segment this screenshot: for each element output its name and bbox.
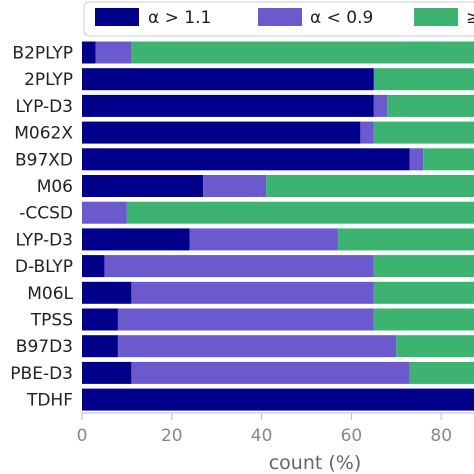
y-tick-label: M06L <box>27 284 73 304</box>
bar-segment-1-13 <box>82 361 132 384</box>
bar-segment-2-8 <box>189 228 338 251</box>
bar-segment-2-13 <box>131 361 410 384</box>
bar-segment-3-8 <box>337 228 474 251</box>
bar-segment-3-1 <box>131 41 474 64</box>
bar-segment-3-11 <box>373 308 474 331</box>
y-tick-label: TPSS <box>30 311 73 331</box>
y-tick-label: B97XD <box>15 150 73 170</box>
bar-segment-1-1 <box>82 41 96 64</box>
bar-segment-1-4 <box>82 121 361 144</box>
bar-segment-1-2 <box>82 68 374 91</box>
legend-swatch-1 <box>95 8 139 26</box>
y-tick-label: D-BLYP <box>15 257 73 277</box>
bar-segment-1-5 <box>82 148 410 171</box>
legend: α > 1.1 α < 0.9 ≥ <box>83 1 474 37</box>
x-tick-label: 40 <box>251 426 273 446</box>
y-tick-label: LYP-D3 <box>15 230 73 250</box>
x-axis: 0 20 40 60 80 <box>77 412 474 446</box>
bar-segment-1-3 <box>82 94 374 117</box>
bar-segment-1-10 <box>82 281 132 304</box>
bar-segment-1-6 <box>82 175 204 197</box>
bar-segment-1-11 <box>82 308 118 331</box>
x-axis-title: count (%) <box>269 452 362 474</box>
legend-swatch-2 <box>258 8 302 26</box>
bar-segment-3-7 <box>126 201 474 224</box>
bar-segment-2-10 <box>131 281 374 304</box>
bar-segment-3-10 <box>373 281 474 304</box>
bar-segment-2-4 <box>360 121 374 144</box>
bar-segment-3-13 <box>409 361 474 384</box>
bars-layer <box>82 41 474 411</box>
y-tick-label: PBE-D3 <box>10 364 73 384</box>
bar-segment-2-5 <box>409 148 424 171</box>
bar-segment-3-9 <box>373 255 474 278</box>
bar-segment-3-2 <box>373 68 474 91</box>
bar-segment-3-4 <box>373 121 474 144</box>
bar-segment-2-3 <box>373 94 388 117</box>
legend-label-2: α < 0.9 <box>310 8 373 28</box>
bar-segment-3-12 <box>396 335 474 358</box>
x-tick-label: 0 <box>77 426 88 446</box>
x-tick-label: 80 <box>430 426 452 446</box>
y-tick-label: B2PLYP <box>12 44 73 64</box>
bar-segment-1-8 <box>82 228 190 251</box>
bar-segment-1-12 <box>82 335 118 358</box>
x-tick-label: 20 <box>161 426 183 446</box>
legend-swatch-3 <box>414 8 458 26</box>
y-tick-label: M062X <box>14 124 73 144</box>
bar-segment-2-11 <box>117 308 374 331</box>
legend-label-1: α > 1.1 <box>148 8 211 28</box>
bar-segment-2-9 <box>104 255 374 278</box>
bar-segment-1-14 <box>82 388 474 411</box>
bar-segment-2-6 <box>203 175 267 197</box>
legend-label-3: ≥ <box>466 8 474 28</box>
y-tick-labels: B2PLYP 2PLYP LYP-D3 M062X B97XD M06 -CCSD LYP-D… <box>10 44 73 411</box>
bar-segment-1-9 <box>82 255 105 278</box>
y-tick-label: -CCSD <box>19 204 73 224</box>
bar-segment-2-12 <box>117 335 397 358</box>
bar-segment-2-7 <box>82 201 127 224</box>
bar-segment-3-6 <box>266 175 474 197</box>
y-tick-label: B97D3 <box>16 337 73 357</box>
y-tick-label: TDHF <box>26 391 73 411</box>
bar-segment-3-3 <box>387 94 474 117</box>
y-tick-label: 2PLYP <box>24 70 73 90</box>
y-tick-label: LYP-D3 <box>15 97 73 117</box>
bar-segment-3-5 <box>423 148 474 171</box>
bar-segment-2-1 <box>95 41 132 64</box>
y-tick-label: M06 <box>37 177 73 197</box>
x-tick-label: 60 <box>341 426 363 446</box>
